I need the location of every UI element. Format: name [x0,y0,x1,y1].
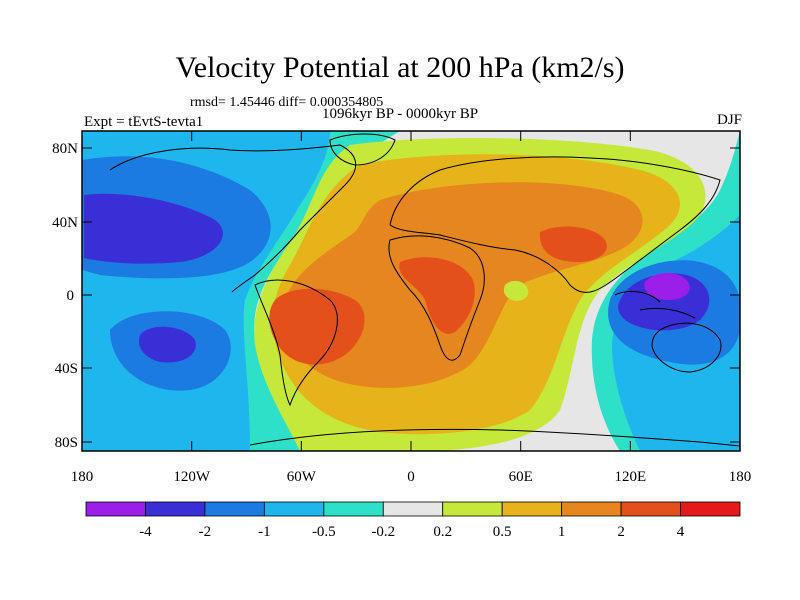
coast-greenland [329,133,396,166]
colorbar-label: -0.5 [312,524,336,540]
positive-region-pocket [503,280,529,301]
x-tick-label: 60W [287,469,317,485]
y-tick-labels: 80N 40N 0 40S 80S [52,141,78,451]
positive-region-strong-africa [399,257,475,334]
plot-title: Velocity Potential at 200 hPa (km2/s) [175,51,625,84]
colorbar-swatch [680,501,741,517]
positive-region-strong-sa [269,288,365,365]
colorbar-swatch [382,501,444,517]
coast-europe-asia [389,156,721,293]
negative-region-west-strong-south [138,326,196,363]
x-tick-labels: 180 120W 60W 0 60E 120E 180 [71,469,752,485]
colorbar-swatch [323,501,384,517]
x-tick-label: 180 [71,469,94,485]
coast-australia [651,322,722,373]
x-ticks [81,131,741,451]
period-line: 1096kyr BP - 0000kyr BP [322,106,479,122]
colorbar-swatch [501,501,563,517]
contour-field [82,131,740,451]
colorbar-label: -2 [199,524,212,540]
colorbar-label: 0.5 [493,524,512,540]
x-tick-label: 180 [729,469,752,485]
colorbar-swatch [620,501,681,517]
coast-antarctica [249,428,740,447]
x-tick-label: 0 [407,469,415,485]
x-tick-label: 60E [509,469,533,485]
y-tick-label: 40N [52,215,78,231]
colorbar-labels: -4 -2 -1 -0.5 -0.2 0.2 0.5 1 2 4 [139,524,685,540]
y-ticks [82,147,740,443]
season-label: DJF [716,112,742,128]
y-tick-label: 80S [55,435,78,451]
y-tick-label: 0 [67,288,75,304]
x-tick-label: 120E [614,469,646,485]
colorbar-label: 0.2 [433,524,452,540]
colorbar-label: -4 [139,524,152,540]
coast-maritime [614,291,696,319]
colorbar-swatch [561,501,622,517]
coast-north-america [109,144,357,293]
positive-region-strong-asia [539,226,607,262]
colorbar-swatch [442,501,503,517]
colorbar-label: 2 [617,524,625,540]
coast-africa [388,235,485,361]
x-tick-label: 120W [173,469,211,485]
colorbar-swatch [204,501,265,517]
colorbar-label: -1 [258,524,271,540]
y-tick-label: 80N [52,141,78,157]
negative-region-west-strong [84,193,223,264]
colorbar-swatch [85,501,146,517]
colorbar-swatch [145,501,206,517]
experiment-label: Expt = tEvtS-tevta1 [84,114,204,130]
colorbar-label: -0.2 [371,524,395,540]
negative-region-east-max [644,273,690,300]
colorbar-swatch [263,501,325,517]
colorbar-label: 4 [677,524,685,540]
coastlines [109,133,740,447]
y-tick-label: 40S [55,361,78,377]
stats-line: rmsd= 1.45446 diff= 0.000354805 [190,95,384,110]
colorbar-label: 1 [558,524,566,540]
colorbar [85,501,741,517]
coast-south-america [254,279,338,407]
